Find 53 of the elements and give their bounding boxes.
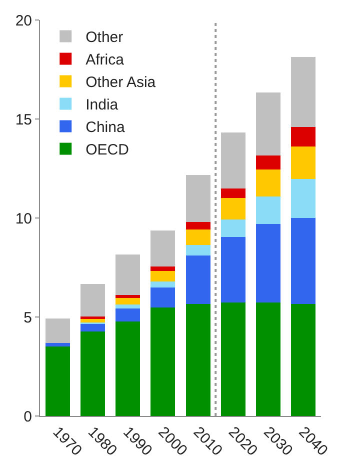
- y-tick-label: 10: [15, 210, 32, 228]
- legend-label: OECD: [86, 142, 130, 159]
- bar: [116, 298, 140, 305]
- bar: [291, 127, 316, 146]
- bar: [150, 266, 176, 271]
- bar: [186, 222, 210, 230]
- bar: [80, 316, 105, 319]
- bar: [45, 318, 70, 344]
- bar: [220, 198, 246, 220]
- bar: [80, 331, 105, 416]
- bar: [256, 196, 281, 224]
- y-tick-label: 5: [24, 309, 32, 326]
- bar: [291, 57, 316, 128]
- bar: [256, 224, 281, 303]
- bar: [220, 302, 246, 416]
- bar: [186, 229, 210, 245]
- bar: [256, 302, 281, 416]
- bar: [256, 92, 281, 156]
- bar: [80, 284, 105, 316]
- legend-label: Other: [86, 29, 124, 46]
- bar: [186, 174, 210, 222]
- bar: [291, 218, 316, 304]
- bar: [256, 170, 281, 197]
- bar: [186, 244, 210, 256]
- bar: [256, 156, 281, 170]
- bar: [45, 346, 70, 416]
- bar: [186, 304, 210, 416]
- bar: [150, 270, 176, 282]
- bar: [45, 343, 70, 347]
- bar: [150, 281, 176, 288]
- bar: [291, 304, 316, 416]
- bar: [116, 304, 140, 309]
- bar: [220, 237, 246, 303]
- legend-label: Other Asia: [86, 74, 156, 92]
- legend-label: China: [86, 119, 126, 136]
- bar: [186, 255, 210, 304]
- bar: [220, 219, 246, 238]
- bar: [291, 178, 316, 218]
- legend-label: Africa: [86, 52, 125, 69]
- y-tick-label: 0: [24, 408, 32, 426]
- bar: [220, 188, 246, 198]
- bar: [116, 308, 140, 322]
- bar: [80, 324, 105, 332]
- bar: [116, 254, 140, 295]
- y-tick-label: 20: [15, 12, 32, 30]
- bar: [150, 307, 176, 416]
- bar: [150, 288, 176, 308]
- legend-label: India: [86, 96, 119, 114]
- bar: [150, 230, 176, 266]
- bar: [116, 321, 140, 416]
- bar: [220, 132, 246, 188]
- y-tick-label: 15: [15, 111, 32, 128]
- bar: [291, 146, 316, 179]
